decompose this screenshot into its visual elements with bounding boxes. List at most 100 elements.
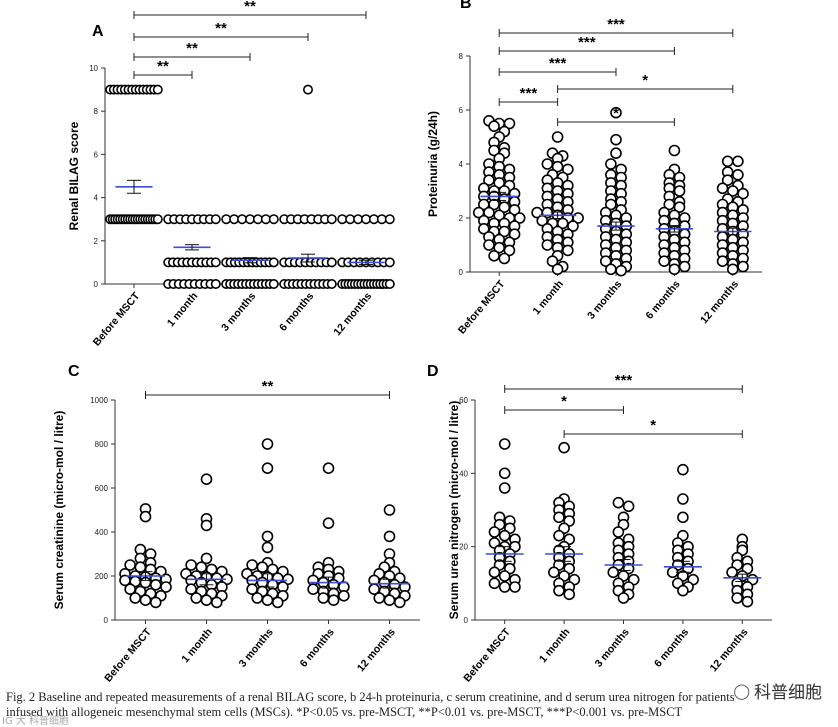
data-point-C (317, 592, 330, 604)
data-point-B (551, 263, 564, 276)
sig-label-D: * (561, 393, 567, 410)
data-point-D (622, 500, 635, 513)
data-point-D (726, 566, 738, 579)
data-point-C (200, 594, 213, 607)
x-tick-label-B: 3 months (585, 278, 624, 322)
data-point-A (384, 278, 395, 289)
y-tick-label-A: 0 (94, 280, 99, 289)
data-point-A (326, 278, 337, 289)
y-tick-label-C: 400 (95, 528, 109, 537)
data-point-B (599, 255, 612, 268)
data-point-B (546, 255, 559, 268)
data-point-B (508, 228, 521, 240)
data-point-D (553, 511, 565, 524)
y-tick-label-A: 8 (94, 107, 99, 116)
data-point-B (721, 155, 734, 168)
data-point-A (268, 278, 279, 289)
data-point-D (607, 566, 620, 579)
data-point-A (302, 84, 313, 95)
data-point-C (373, 592, 386, 604)
data-point-B (737, 260, 749, 273)
data-point-C (383, 504, 396, 516)
data-point-B (483, 239, 495, 251)
data-point-C (139, 510, 152, 523)
data-point-C (160, 581, 172, 593)
data-point-D (498, 581, 511, 593)
data-point-D (677, 493, 689, 505)
x-tick-label-D: Before MSCT (461, 626, 513, 685)
data-point-D (498, 438, 511, 450)
data-point-D (498, 529, 511, 542)
data-point-D (741, 595, 754, 608)
y-tick-label-B: 2 (459, 214, 464, 223)
data-point-B (498, 225, 511, 238)
panel-letter-C: C (68, 363, 80, 380)
data-point-D (677, 584, 689, 597)
panel-letter-A: A (92, 23, 104, 40)
y-tick-label-C: 600 (95, 484, 109, 493)
sig-label-B: * (613, 105, 619, 122)
y-tick-label-A: 2 (94, 237, 99, 246)
data-point-C (261, 541, 274, 554)
data-point-D (563, 588, 576, 601)
y-tick-label-B: 4 (459, 160, 464, 169)
data-point-B (605, 198, 617, 211)
data-point-A (326, 214, 337, 225)
data-point-C (322, 462, 335, 475)
data-point-B (732, 169, 744, 181)
data-point-C (322, 517, 335, 530)
x-tick-label-C: 6 months (298, 626, 337, 670)
data-point-D (677, 463, 689, 476)
x-tick-label-C: 12 months (355, 626, 398, 674)
sig-label-A: ** (186, 40, 198, 57)
data-point-A (268, 214, 279, 225)
sig-label-D: * (650, 417, 656, 434)
data-point-C (261, 438, 274, 450)
data-point-D (617, 592, 630, 604)
data-point-A (384, 214, 395, 225)
data-point-B (716, 182, 729, 195)
data-point-B (503, 117, 516, 130)
data-point-B (716, 255, 729, 268)
data-point-B (541, 239, 554, 251)
data-point-D (488, 577, 501, 590)
data-point-C (200, 519, 213, 532)
x-tick-label-C: Before MSCT (102, 626, 154, 685)
y-axis-label-B: Proteinuria (g/24h) (426, 111, 440, 217)
data-point-C (338, 589, 350, 602)
y-axis-label-D: Serum urea nitrogen (micro-mol / litre) (447, 401, 461, 620)
data-point-B (668, 263, 681, 276)
data-point-D (498, 570, 511, 582)
sig-label-A: ** (157, 58, 169, 75)
data-point-B (610, 106, 622, 119)
y-tick-label-A: 6 (94, 150, 99, 159)
data-point-D (553, 529, 565, 542)
data-point-B (488, 120, 500, 132)
data-point-D (677, 511, 689, 524)
watermark-text: 科普细胞 (754, 683, 822, 703)
x-tick-label-B: Before MSCT (456, 278, 508, 337)
data-point-A (152, 214, 163, 225)
data-point-A (210, 278, 221, 289)
data-point-B (673, 185, 686, 197)
data-point-B (615, 264, 627, 277)
y-tick-label-D: 60 (459, 396, 468, 405)
data-point-C (129, 592, 142, 604)
sig-label-B: *** (578, 34, 596, 51)
x-tick-label-A: Before MSCT (91, 290, 143, 349)
data-point-B (605, 158, 617, 170)
data-point-C (393, 596, 406, 609)
data-point-D (509, 581, 521, 593)
data-point-B (737, 187, 749, 200)
data-point-B (541, 158, 554, 170)
data-point-B (493, 209, 506, 222)
y-tick-label-A: 4 (94, 194, 99, 203)
data-point-B (488, 250, 500, 262)
data-point-B (562, 163, 574, 176)
data-point-B (483, 206, 495, 219)
x-tick-label-C: 3 months (237, 626, 276, 670)
data-point-B (663, 198, 676, 211)
y-tick-label-B: 0 (459, 268, 464, 277)
data-point-D (612, 526, 625, 538)
